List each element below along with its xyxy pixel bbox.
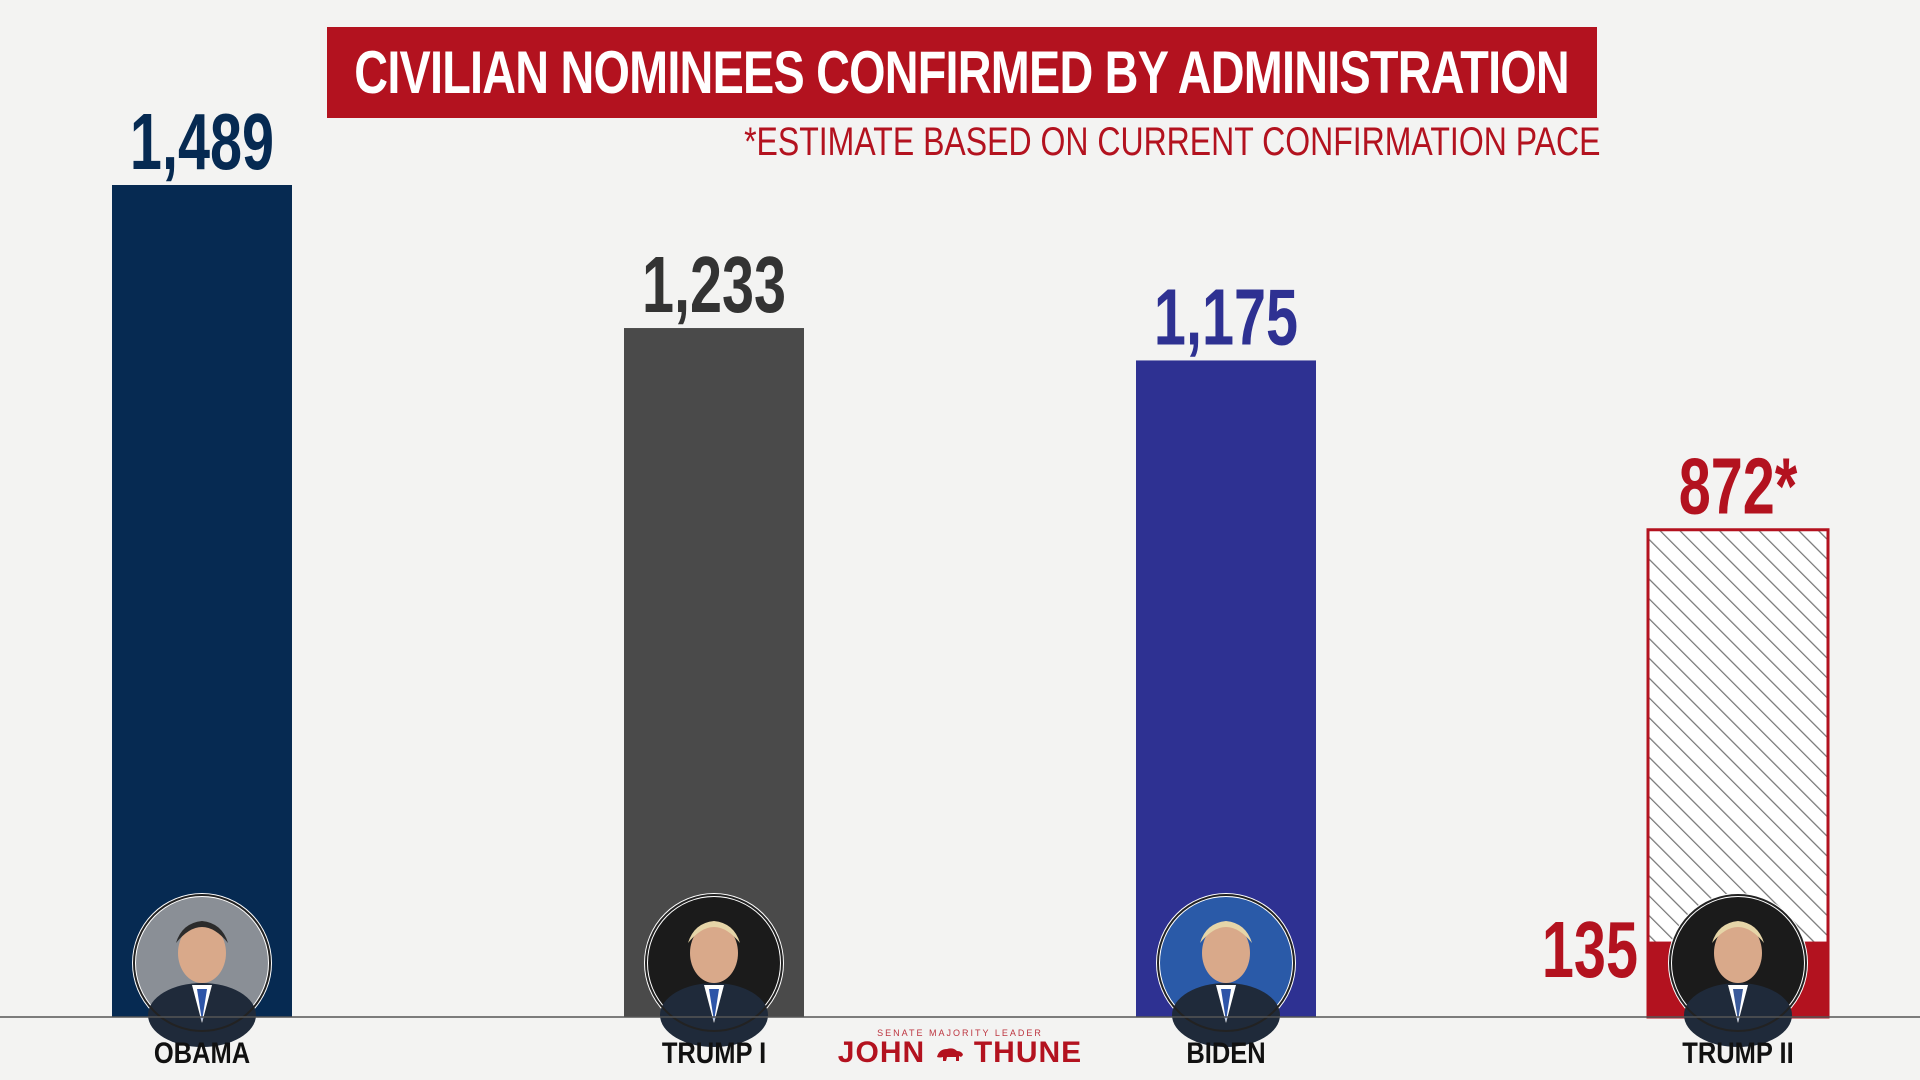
bar-obama (112, 185, 292, 1017)
footer-name: JOHN THUNE (835, 1038, 1085, 1068)
avatar-biden (1156, 893, 1296, 1047)
value-label-estimate: 872* (1679, 441, 1798, 531)
value-label-obama: 1,489 (130, 97, 274, 187)
chart-title: CIVILIAN NOMINEES CONFIRMED BY ADMINISTR… (354, 39, 1570, 106)
chart-subtitle: *ESTIMATE BASED ON CURRENT CONFIRMATION … (743, 120, 1600, 164)
avatar-trump-i (644, 893, 784, 1047)
category-label-obama: OBAMA (154, 1036, 250, 1069)
value-label-biden: 1,175 (1154, 272, 1298, 362)
category-label-trump-i: TRUMP I (662, 1036, 766, 1069)
value-label-trump-i: 1,233 (642, 240, 786, 330)
category-label-trump-ii: TRUMP II (1682, 1036, 1793, 1069)
footer-logo: SENATE MAJORITY LEADER JOHN THUNE (835, 1028, 1085, 1068)
value-label-trump-ii: 135 (1542, 905, 1638, 995)
footer-kicker: SENATE MAJORITY LEADER (877, 1028, 1043, 1038)
avatar-obama (132, 893, 272, 1047)
category-label-biden: BIDEN (1186, 1036, 1265, 1069)
bison-icon (936, 1048, 963, 1062)
footer-name-left: JOHN (837, 1036, 926, 1069)
avatar-trump-ii (1668, 893, 1808, 1047)
title-banner: CIVILIAN NOMINEES CONFIRMED BY ADMINISTR… (327, 27, 1597, 118)
footer-name-right: THUNE (973, 1036, 1083, 1069)
